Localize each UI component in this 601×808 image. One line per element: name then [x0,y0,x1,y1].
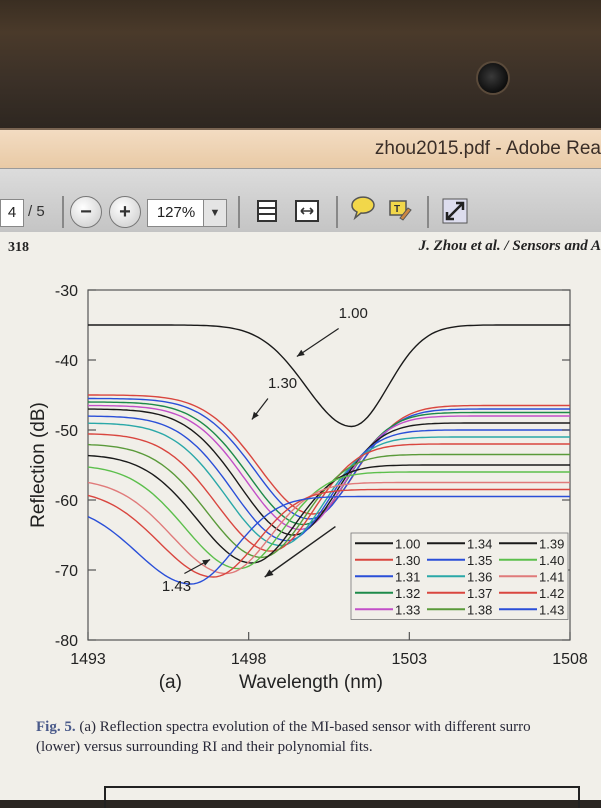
toolbar-divider [427,196,429,228]
fit-width-button[interactable] [292,196,322,226]
fullscreen-button[interactable] [440,196,470,226]
series-line-1-31 [88,397,570,520]
fit-page-button[interactable] [252,196,282,226]
zoom-dropdown-button[interactable]: ▼ [203,199,227,227]
legend: 1.00 1.301.31 1.321.33 1.34 1.351.36 1.371.38… [350,532,569,620]
legend-label: 1.30 [395,553,420,568]
legend-label: 1.39 [539,536,564,551]
caption-line-2: (lower) versus surrounding RI and their … [36,739,373,755]
toolbar-divider [336,196,338,228]
fullscreen-icon [442,198,468,224]
caption-line-1: (a) Reflection spectra evolution of the … [75,719,531,735]
x-tick-label: 1503 [392,651,428,668]
shift-arrow [264,526,336,578]
y-tick-label: -80 [55,633,78,650]
running-head: J. Zhou et al. / Sensors and A [418,238,601,254]
legend-label: 1.00 [395,536,420,551]
toolbar-divider [62,196,64,228]
y-tick-label: -40 [55,353,78,370]
annotation-arrowhead [202,559,211,566]
y-tick-label: -30 [55,283,78,300]
svg-text:T: T [394,204,400,215]
page-total: / 5 [28,203,45,220]
x-axis-label: Wavelength (nm) [239,672,383,693]
annotation-arrowhead [251,411,259,420]
legend-label: 1.32 [395,586,420,601]
legend-label: 1.40 [539,553,564,568]
x-tick-label: 1493 [70,651,106,668]
legend-label: 1.43 [539,602,564,617]
annotations: 1.00 1.30 1.43 [162,305,368,595]
toolbar-divider [238,196,240,228]
series-line-1-00 [88,324,570,428]
legend-label: 1.41 [539,569,564,584]
sign-button[interactable]: T [384,196,414,226]
next-figure-frame [104,786,580,808]
legend-label: 1.37 [467,586,492,601]
series-line-1-39 [87,454,570,564]
legend-label: 1.38 [467,602,492,617]
series-line-1-41 [87,481,570,575]
webcam-icon [478,63,508,93]
x-tick-label: 1508 [552,651,588,668]
zoom-in-button[interactable]: + [109,196,141,228]
legend-label: 1.36 [467,569,492,584]
series-line-1-40 [87,466,570,570]
shift-arrowhead [264,569,274,577]
chevron-down-icon: ▼ [209,207,221,219]
zoom-out-button[interactable]: − [70,196,102,228]
fit-width-icon [295,200,319,222]
sign-icon: T [389,200,412,221]
figure-caption: Fig. 5. (a) Reflection spectra evolution… [36,717,601,757]
y-tick-label: -60 [55,493,78,510]
window-title: zhou2015.pdf - Adobe Rea [374,138,601,159]
legend-label: 1.42 [539,586,564,601]
series-line-1-35 [87,415,570,542]
series-line-1-34 [88,408,570,536]
series-line-1-36 [87,422,570,547]
legend-label: 1.33 [395,602,420,617]
series-lines [87,324,570,585]
page-number: 318 [8,240,29,255]
legend-label: 1.34 [467,536,492,551]
series-line-1-43 [87,495,570,585]
comment-icon [351,196,375,221]
legend-label: 1.35 [467,553,492,568]
series-line-1-33 [88,404,570,531]
y-tick-label: -50 [55,423,78,440]
annotation-arrow [296,328,339,357]
zoom-input[interactable]: 127% [147,199,205,227]
zoom-out-icon: − [80,201,92,223]
panel-label: (a) [159,672,182,693]
annotation-label: 1.00 [339,305,368,322]
fit-page-icon [257,200,277,222]
legend-label: 1.31 [395,569,420,584]
x-tick-label: 1498 [231,651,267,668]
annotation-label: 1.43 [162,578,191,595]
zoom-in-icon: + [119,201,131,223]
annotation-arrowhead [296,349,305,357]
series-line-1-42 [87,488,570,578]
window-titlebar: zhou2015.pdf - Adobe Rea [0,128,601,170]
laptop-bezel [0,0,601,130]
annotation-label: 1.30 [268,375,297,392]
comment-button[interactable] [348,196,378,226]
y-axis-label: Reflection (dB) [28,402,49,528]
page-number-input[interactable]: 4 [0,199,24,227]
caption-label: Fig. 5. [36,719,76,735]
y-tick-label: -70 [55,563,78,580]
